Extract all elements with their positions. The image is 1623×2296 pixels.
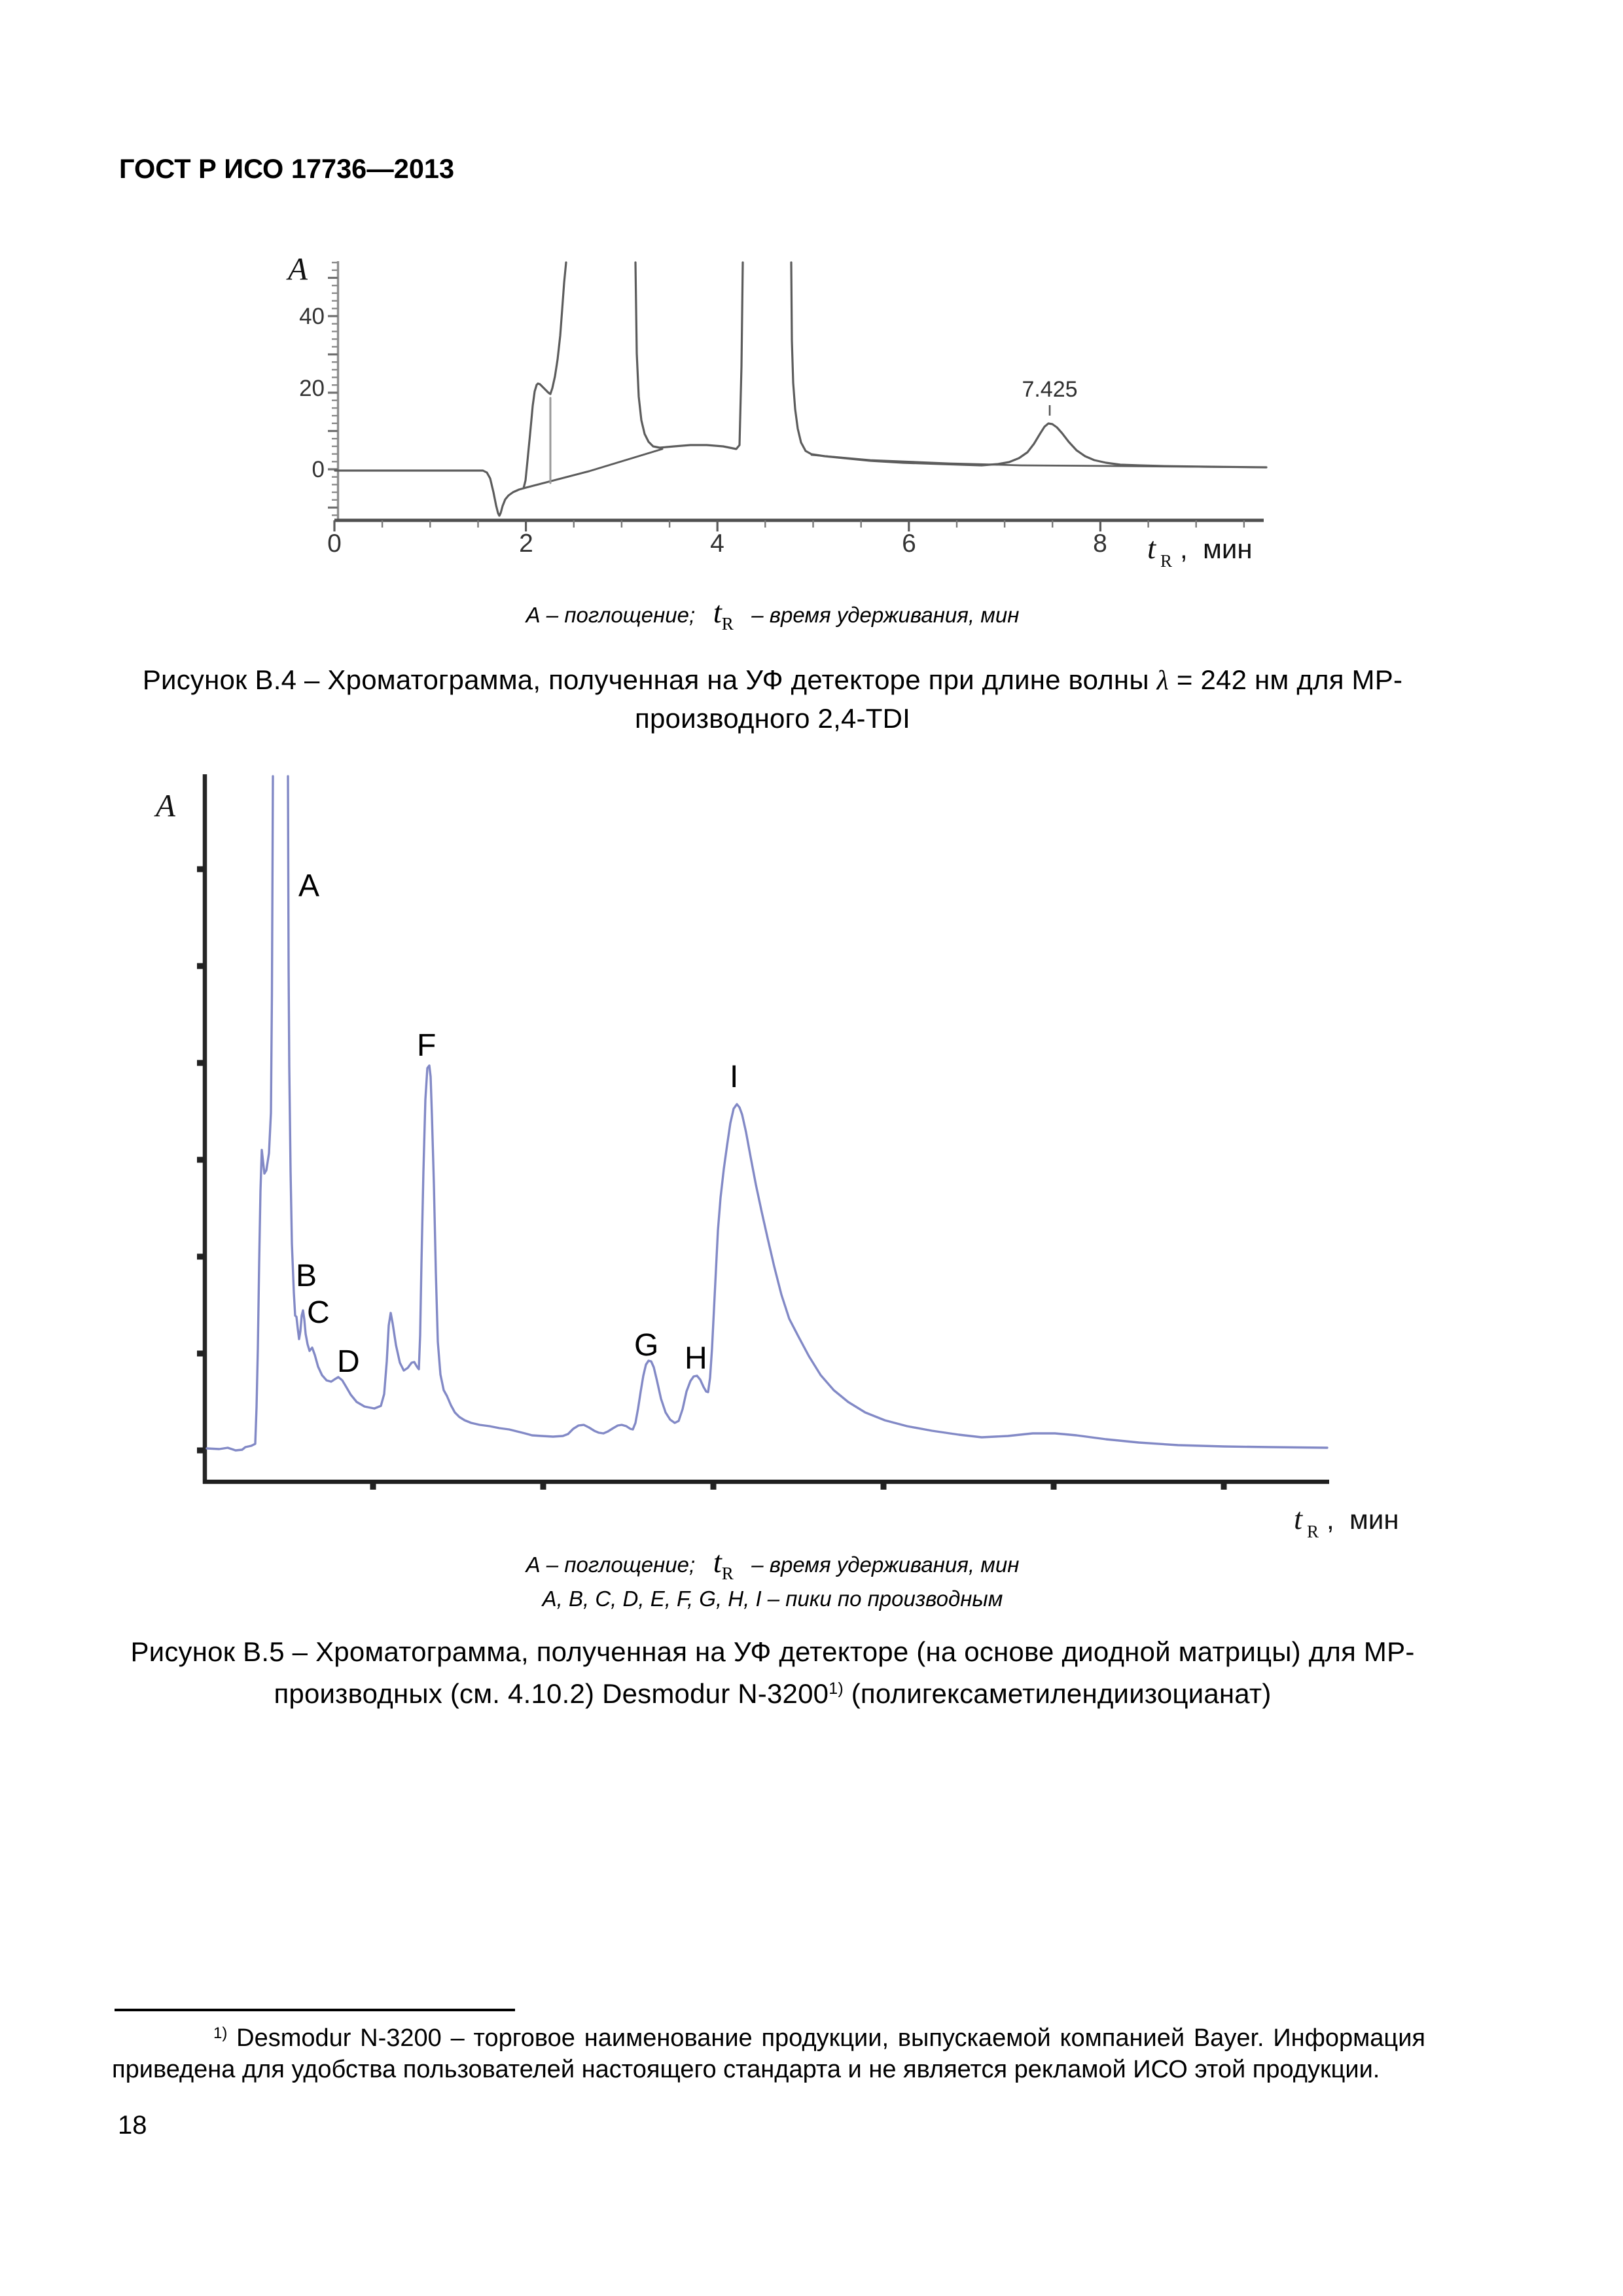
svg-text:, мин: , мин <box>1327 1504 1399 1535</box>
svg-text:0: 0 <box>327 529 342 558</box>
svg-text:40: 40 <box>299 304 325 329</box>
svg-text:R: R <box>1307 1522 1319 1541</box>
svg-text:t: t <box>1294 1502 1303 1536</box>
svg-text:G: G <box>634 1328 658 1363</box>
svg-text:4: 4 <box>710 529 724 558</box>
svg-text:t: t <box>1147 531 1156 565</box>
svg-text:A: A <box>286 251 308 287</box>
svg-text:C: C <box>307 1295 330 1330</box>
svg-text:6: 6 <box>902 529 916 558</box>
svg-text:8: 8 <box>1093 529 1107 558</box>
svg-text:20: 20 <box>299 376 325 401</box>
svg-text:A: A <box>298 869 319 903</box>
svg-text:D: D <box>337 1344 360 1379</box>
svg-text:2: 2 <box>519 529 533 558</box>
svg-text:A: A <box>154 787 176 823</box>
svg-text:B: B <box>296 1259 317 1293</box>
svg-text:0: 0 <box>312 457 325 482</box>
svg-text:F: F <box>417 1028 436 1063</box>
svg-text:7.425: 7.425 <box>1022 377 1077 402</box>
svg-text:H: H <box>685 1341 707 1376</box>
svg-text:I: I <box>730 1060 738 1094</box>
svg-text:, мин: , мин <box>1180 533 1253 564</box>
svg-text:R: R <box>1160 551 1172 571</box>
